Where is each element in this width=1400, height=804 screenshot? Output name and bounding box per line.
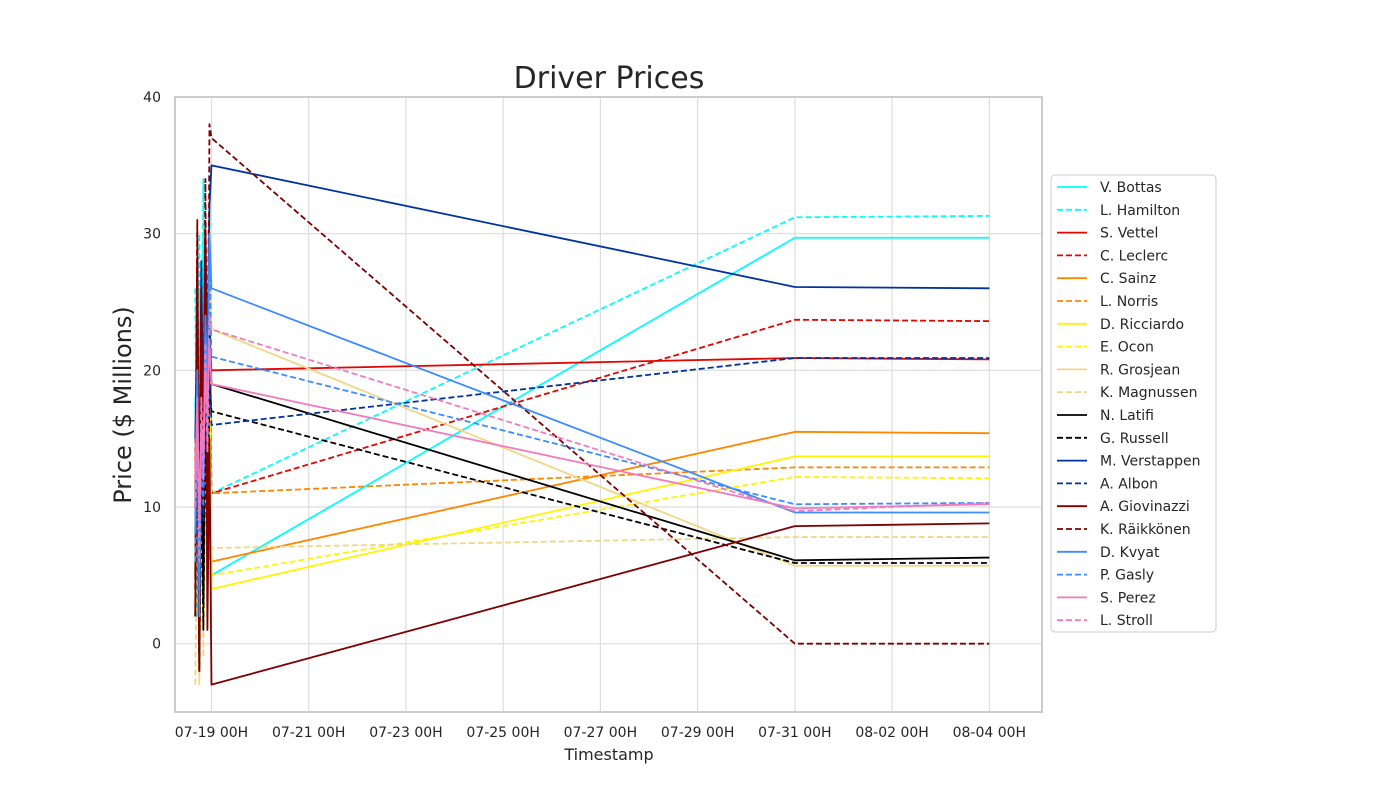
- legend-label: N. Latifi: [1100, 408, 1154, 424]
- legend-box: [1050, 174, 1217, 633]
- x-tick-label: 08-02 00H: [855, 725, 928, 741]
- series-layer: [194, 123, 990, 686]
- legend-items: V. Bottas L. Hamilton S. Vettel C. Leclerc C…: [1057, 180, 1200, 629]
- legend-label: A. Albon: [1100, 476, 1158, 492]
- legend-label: P. Gasly: [1100, 568, 1154, 584]
- x-tick-label: 07-29 00H: [661, 725, 734, 741]
- y-tick-label: 40: [143, 90, 161, 106]
- legend-label: D. Kvyat: [1100, 545, 1160, 561]
- y-ticks: 0 10 20 30 40: [143, 90, 161, 653]
- legend-label: C. Sainz: [1100, 271, 1156, 287]
- legend-label: R. Grosjean: [1100, 362, 1180, 378]
- legend-label: K. Räikkönen: [1100, 522, 1191, 538]
- legend-label: S. Perez: [1100, 590, 1156, 606]
- legend-label: D. Ricciardo: [1100, 317, 1184, 333]
- legend-label: L. Stroll: [1100, 613, 1153, 629]
- legend-label: L. Norris: [1100, 294, 1158, 310]
- series-line-20: [194, 314, 990, 563]
- legend: V. Bottas L. Hamilton S. Vettel C. Leclerc C…: [1050, 174, 1217, 633]
- x-tick-label: 07-19 00H: [175, 725, 248, 741]
- plot-area: [175, 97, 1042, 712]
- legend-label: K. Magnussen: [1100, 385, 1197, 401]
- x-ticks: 07-19 00H 07-21 00H 07-23 00H 07-25 00H 07-2…: [175, 725, 1026, 741]
- legend-label: A. Giovinazzi: [1100, 499, 1190, 515]
- legend-label: V. Bottas: [1100, 180, 1162, 196]
- legend-label: S. Vettel: [1100, 226, 1158, 242]
- y-tick-label: 20: [143, 363, 161, 379]
- x-axis-label: Timestamp: [563, 745, 653, 764]
- legend-label: G. Russell: [1100, 431, 1169, 447]
- y-tick-label: 0: [152, 637, 161, 653]
- y-tick-label: 10: [143, 500, 161, 516]
- x-tick-label: 07-27 00H: [564, 725, 637, 741]
- x-tick-label: 07-31 00H: [758, 725, 831, 741]
- chart-title: Driver Prices: [514, 61, 705, 96]
- x-tick-label: 07-25 00H: [466, 725, 539, 741]
- x-tick-label: 07-23 00H: [369, 725, 442, 741]
- y-tick-label: 30: [143, 227, 161, 243]
- legend-label: L. Hamilton: [1100, 203, 1180, 219]
- legend-label: C. Leclerc: [1100, 248, 1168, 264]
- legend-label: E. Ocon: [1100, 340, 1154, 356]
- x-tick-label: 08-04 00H: [953, 725, 1026, 741]
- legend-label: M. Verstappen: [1100, 454, 1200, 470]
- plot-frame: [174, 96, 1043, 713]
- y-axis-label: Price ($ Millions): [109, 306, 137, 504]
- x-tick-label: 07-21 00H: [272, 725, 345, 741]
